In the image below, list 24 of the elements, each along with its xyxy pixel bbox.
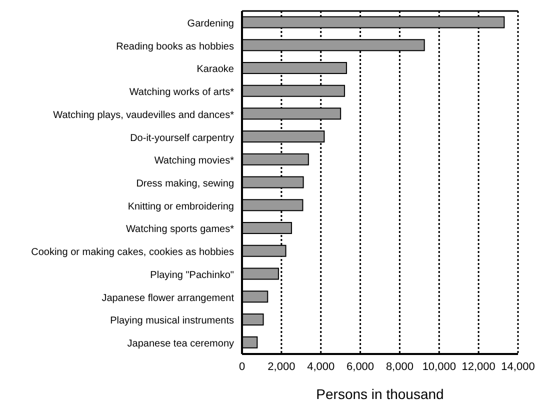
y-tick-label: Watching works of arts* — [129, 87, 234, 98]
y-tick-label: Cooking or making cakes, cookies as hobbies — [31, 247, 234, 258]
y-tick-label: Watching plays, vaudevilles and dances* — [53, 110, 234, 121]
x-tick-label: 2,000 — [268, 360, 296, 373]
x-axis-title: Persons in thousand — [316, 386, 444, 402]
y-tick-label: Reading books as hobbies — [116, 41, 234, 52]
x-tick-label: 8,000 — [386, 360, 414, 373]
y-tick-label: Karaoke — [196, 64, 234, 76]
x-tick-label: 10,000 — [422, 360, 456, 373]
y-tick-label: Gardening — [187, 18, 234, 30]
y-tick-label: Do-it-yourself carpentry — [130, 132, 234, 144]
y-tick-label: Knitting or embroidering — [128, 201, 234, 212]
x-tick-label: 4,000 — [307, 360, 335, 373]
x-tick-label: 0 — [238, 360, 246, 373]
y-tick-label: Playing "Pachinko" — [150, 270, 234, 281]
y-tick-label: Dress making, sewing — [136, 178, 234, 190]
y-tick-label: Watching sports games* — [126, 224, 234, 236]
y-tick-label: Japanese tea ceremony — [127, 338, 234, 350]
y-tick-label: Watching movies* — [154, 156, 234, 167]
y-tick-label: Playing musical instruments — [110, 316, 234, 327]
x-tick-label: 14,000 — [501, 360, 535, 373]
y-tick-label: Japanese flower arrangement — [102, 292, 234, 304]
x-tick-label: 12,000 — [462, 360, 496, 373]
x-tick-label: 6,000 — [346, 360, 374, 373]
